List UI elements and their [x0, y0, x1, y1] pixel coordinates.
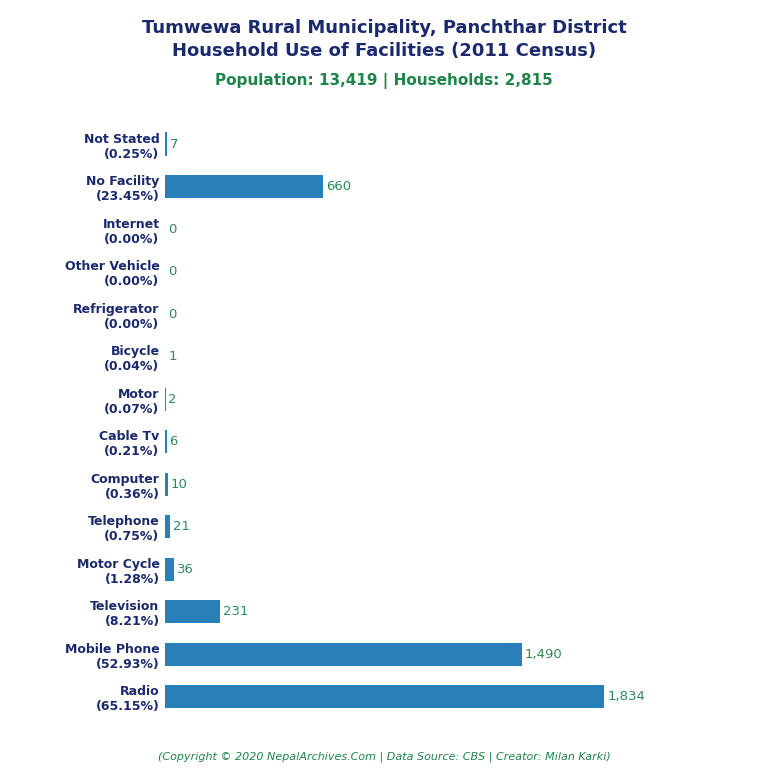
Bar — [165, 643, 522, 666]
Text: 0: 0 — [168, 223, 177, 236]
Bar — [165, 430, 167, 453]
Text: 0: 0 — [168, 308, 177, 321]
Text: 231: 231 — [223, 605, 249, 618]
Text: 2: 2 — [168, 392, 177, 406]
Text: 36: 36 — [177, 563, 194, 576]
Text: (Copyright © 2020 NepalArchives.Com | Data Source: CBS | Creator: Milan Karki): (Copyright © 2020 NepalArchives.Com | Da… — [157, 751, 611, 762]
Text: 6: 6 — [170, 435, 178, 449]
Text: Tumwewa Rural Municipality, Panchthar District: Tumwewa Rural Municipality, Panchthar Di… — [141, 19, 627, 37]
Text: 660: 660 — [326, 180, 351, 194]
Text: 1,490: 1,490 — [525, 647, 563, 660]
Bar — [165, 175, 323, 198]
Text: Household Use of Facilities (2011 Census): Household Use of Facilities (2011 Census… — [172, 42, 596, 60]
Bar — [165, 472, 167, 496]
Text: 0: 0 — [168, 265, 177, 278]
Text: 21: 21 — [173, 520, 190, 533]
Bar — [165, 685, 604, 708]
Bar — [165, 558, 174, 581]
Text: 1: 1 — [168, 350, 177, 363]
Text: 1,834: 1,834 — [608, 690, 646, 703]
Bar — [165, 600, 220, 624]
Text: 7: 7 — [170, 137, 178, 151]
Bar — [165, 515, 170, 538]
Bar — [165, 133, 167, 156]
Text: 10: 10 — [170, 478, 187, 491]
Text: Population: 13,419 | Households: 2,815: Population: 13,419 | Households: 2,815 — [215, 73, 553, 89]
